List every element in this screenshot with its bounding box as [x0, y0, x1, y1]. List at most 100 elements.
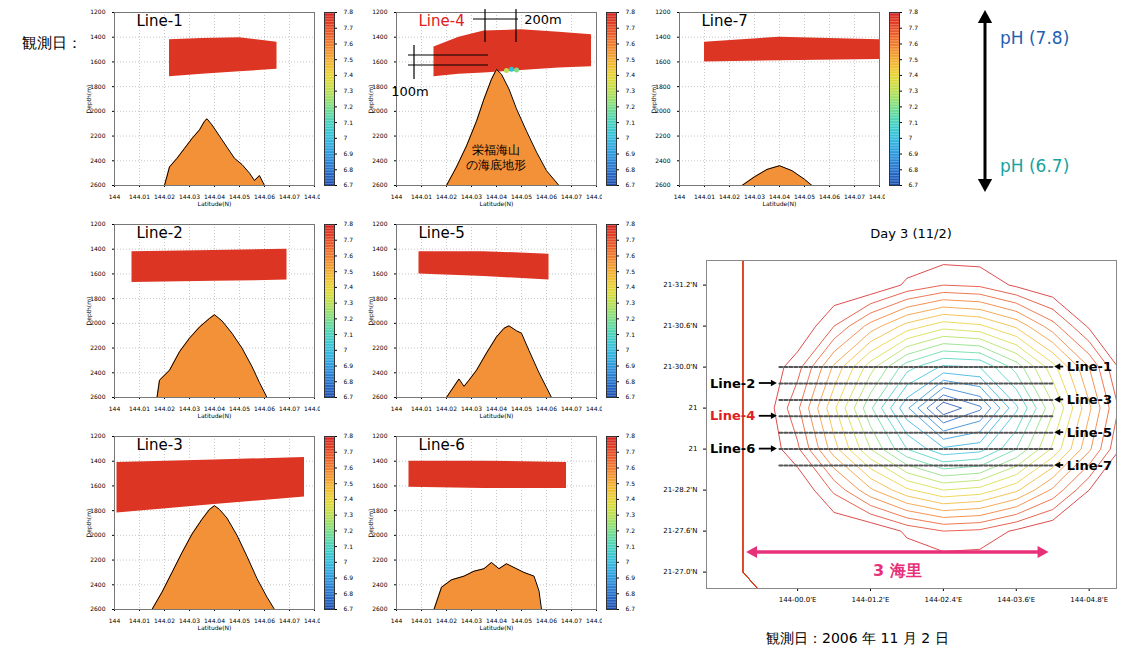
svg-text:2600: 2600	[372, 181, 387, 188]
svg-text:6.8: 6.8	[626, 590, 636, 597]
svg-text:144.02: 144.02	[436, 405, 457, 412]
svg-text:7.1: 7.1	[626, 119, 636, 126]
svg-text:6.9: 6.9	[344, 574, 354, 581]
svg-text:21-31.2'N: 21-31.2'N	[663, 281, 697, 289]
svg-text:7.1: 7.1	[626, 331, 636, 338]
svg-text:21-28.2'N: 21-28.2'N	[663, 486, 697, 494]
svg-text:1800: 1800	[372, 295, 387, 302]
svg-text:7.6: 7.6	[626, 40, 636, 47]
svg-text:7.7: 7.7	[626, 236, 636, 243]
svg-text:21-27.6'N: 21-27.6'N	[663, 527, 697, 535]
svg-text:144.06: 144.06	[536, 193, 557, 200]
svg-text:7.1: 7.1	[344, 331, 354, 338]
svg-text:2000: 2000	[655, 107, 670, 114]
svg-text:7.3: 7.3	[626, 87, 636, 94]
svg-text:6.8: 6.8	[344, 166, 354, 173]
svg-text:6.7: 6.7	[344, 393, 354, 400]
svg-text:7: 7	[626, 558, 630, 565]
svg-text:144.01: 144.01	[129, 405, 150, 412]
svg-text:7: 7	[344, 134, 348, 141]
svg-text:1200: 1200	[655, 8, 670, 15]
svg-text:Line-7: Line-7	[702, 12, 748, 30]
svg-text:1800: 1800	[372, 83, 387, 90]
svg-text:144.08: 144.08	[304, 617, 320, 624]
svg-text:144.08: 144.08	[304, 193, 320, 200]
svg-text:2000: 2000	[372, 531, 387, 538]
svg-text:6.9: 6.9	[626, 574, 636, 581]
svg-text:Depth(m): Depth(m)	[367, 509, 375, 538]
svg-text:7.1: 7.1	[626, 543, 636, 550]
svg-text:6.7: 6.7	[909, 181, 919, 188]
svg-text:7.2: 7.2	[344, 527, 354, 534]
svg-text:1600: 1600	[90, 270, 105, 277]
svg-text:21: 21	[689, 404, 698, 412]
svg-text:144.07: 144.07	[561, 617, 582, 624]
svg-text:Depth(m): Depth(m)	[367, 297, 375, 326]
svg-text:Line-4: Line-4	[419, 12, 465, 30]
svg-text:1600: 1600	[90, 58, 105, 65]
svg-text:Depth(m): Depth(m)	[650, 85, 658, 114]
svg-text:144.06: 144.06	[254, 193, 275, 200]
svg-text:144-01.2'E: 144-01.2'E	[852, 596, 890, 604]
svg-text:2400: 2400	[90, 369, 105, 376]
svg-text:144.05: 144.05	[794, 193, 815, 200]
svg-text:7.2: 7.2	[909, 103, 919, 110]
svg-text:144-02.4'E: 144-02.4'E	[924, 596, 962, 604]
svg-text:6.7: 6.7	[626, 181, 636, 188]
svg-text:6.7: 6.7	[344, 181, 354, 188]
svg-text:6.8: 6.8	[344, 590, 354, 597]
svg-text:144.06: 144.06	[254, 617, 275, 624]
svg-text:2200: 2200	[372, 344, 387, 351]
svg-text:7.5: 7.5	[909, 56, 919, 63]
svg-text:7.6: 7.6	[344, 464, 354, 471]
svg-text:Line-3: Line-3	[1067, 392, 1112, 407]
svg-text:144.01: 144.01	[411, 617, 432, 624]
svg-text:7.4: 7.4	[909, 71, 919, 78]
svg-text:144.08: 144.08	[869, 193, 885, 200]
svg-text:144.05: 144.05	[511, 617, 532, 624]
svg-text:7.3: 7.3	[344, 299, 354, 306]
svg-text:2200: 2200	[372, 556, 387, 563]
svg-text:144: 144	[391, 405, 403, 412]
svg-text:7: 7	[909, 134, 913, 141]
svg-text:144: 144	[109, 193, 121, 200]
svg-text:7.3: 7.3	[626, 299, 636, 306]
svg-text:Depth(m): Depth(m)	[85, 509, 93, 538]
svg-text:Latitude(N): Latitude(N)	[763, 200, 797, 207]
svg-text:2400: 2400	[372, 369, 387, 376]
svg-text:2200: 2200	[90, 132, 105, 139]
svg-text:7.5: 7.5	[344, 56, 354, 63]
svg-text:144.08: 144.08	[304, 405, 320, 412]
svg-text:の海底地形: の海底地形	[466, 158, 526, 172]
svg-text:6.9: 6.9	[344, 362, 354, 369]
svg-text:7: 7	[344, 558, 348, 565]
svg-text:Line-3: Line-3	[137, 436, 183, 454]
svg-text:144-04.8'E: 144-04.8'E	[1070, 596, 1108, 604]
svg-text:100m: 100m	[391, 84, 428, 99]
svg-text:2000: 2000	[90, 531, 105, 538]
svg-text:6.7: 6.7	[344, 605, 354, 612]
svg-text:21-30.6'N: 21-30.6'N	[663, 322, 697, 330]
svg-text:144: 144	[109, 405, 121, 412]
svg-text:144.01: 144.01	[411, 193, 432, 200]
svg-text:1200: 1200	[372, 220, 387, 227]
svg-text:7.6: 7.6	[626, 252, 636, 259]
svg-text:7.1: 7.1	[909, 119, 919, 126]
svg-text:7.6: 7.6	[344, 40, 354, 47]
svg-text:2600: 2600	[372, 605, 387, 612]
svg-text:7.2: 7.2	[344, 315, 354, 322]
svg-text:2000: 2000	[372, 107, 387, 114]
svg-text:7.5: 7.5	[344, 480, 354, 487]
svg-text:7.8: 7.8	[344, 432, 354, 439]
svg-text:1800: 1800	[90, 295, 105, 302]
svg-text:Latitude(N): Latitude(N)	[480, 412, 514, 419]
svg-text:1200: 1200	[372, 8, 387, 15]
svg-text:Line-2: Line-2	[137, 224, 183, 242]
svg-text:144.05: 144.05	[229, 405, 250, 412]
svg-text:7.8: 7.8	[344, 8, 354, 15]
svg-text:1800: 1800	[655, 83, 670, 90]
svg-text:144.02: 144.02	[436, 193, 457, 200]
svg-text:1600: 1600	[90, 482, 105, 489]
svg-text:Line-6: Line-6	[419, 436, 465, 454]
svg-text:2600: 2600	[655, 181, 670, 188]
